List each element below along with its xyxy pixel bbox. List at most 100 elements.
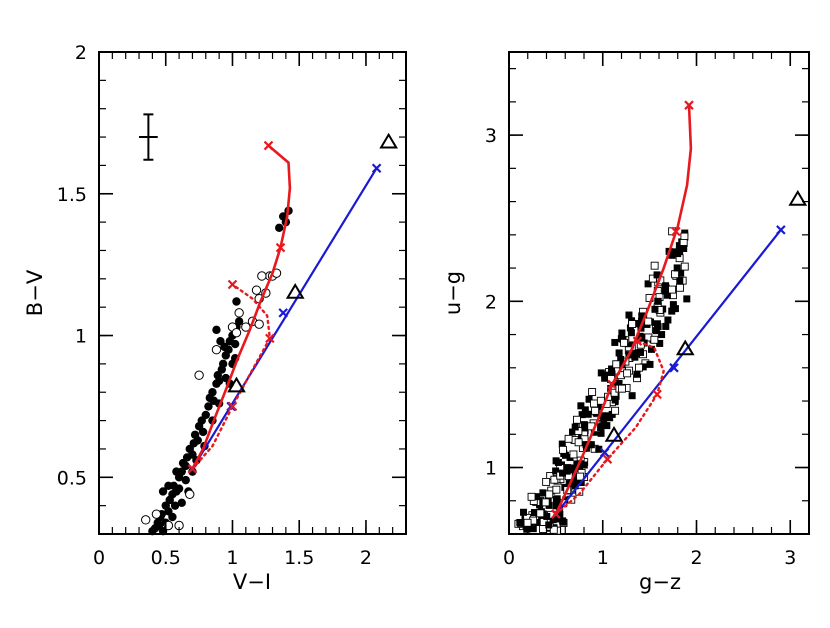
filled-square-point	[638, 317, 646, 325]
left-model-lines	[191, 144, 378, 470]
open-square-point	[541, 498, 550, 507]
filled-square-point	[669, 301, 677, 309]
filled-square-point	[559, 469, 567, 477]
filled-square-point	[559, 518, 567, 526]
open-cluster-point	[141, 515, 151, 525]
filled-square-point	[663, 291, 671, 299]
filled-square-point	[654, 297, 662, 305]
filled-square-point	[671, 305, 679, 313]
filled-square-point	[651, 305, 659, 313]
filled-square-point	[595, 445, 603, 453]
filled-square-point	[677, 269, 685, 277]
filled-square-point	[627, 329, 635, 337]
open-cluster-point	[211, 345, 222, 355]
x-tick-label: 1.5	[284, 547, 314, 569]
filled-cluster-point	[201, 410, 210, 420]
filled-cluster-point	[204, 402, 213, 411]
filled-cluster-point	[232, 297, 241, 306]
filled-cluster-point	[164, 481, 173, 490]
blue-x-marker	[776, 225, 786, 235]
filled-square-point	[638, 312, 646, 320]
open-cluster-point	[234, 308, 244, 318]
red-x-marker	[607, 379, 617, 390]
filled-cluster-point	[274, 223, 284, 232]
x-tick-label: 2	[360, 547, 372, 569]
filled-square-point	[636, 332, 644, 340]
filled-cluster-point	[230, 339, 240, 349]
filled-square-point	[683, 295, 691, 303]
filled-square-point	[569, 428, 577, 436]
filled-square-point	[563, 467, 571, 475]
open-square-point	[576, 472, 585, 481]
filled-square-point	[646, 360, 654, 368]
open-cluster-point	[231, 327, 242, 338]
filled-square-point	[652, 327, 660, 335]
filled-square-point	[534, 519, 542, 527]
left-markers	[187, 140, 382, 474]
open-square-point	[569, 450, 578, 459]
red-x-marker	[275, 242, 286, 253]
filled-square-point	[637, 348, 645, 356]
open-square-point	[590, 399, 598, 408]
filled-square-point	[625, 311, 633, 319]
filled-square-point	[656, 339, 664, 347]
filled-square-point	[576, 460, 584, 468]
blue-x-marker	[278, 308, 288, 318]
right-triangles	[604, 189, 808, 442]
open-square-point	[558, 445, 567, 454]
filled-square-point	[662, 322, 670, 330]
left-y-axis-title: B−V	[23, 269, 47, 316]
filled-cluster-point	[168, 512, 177, 522]
left-tick-labels: 0 0.5 1 1.5 2 0.5 1 1.5 2	[57, 42, 372, 569]
filled-cluster-point	[193, 436, 202, 445]
open-square-point	[552, 485, 561, 494]
open-square-point	[628, 320, 637, 328]
left-plot-frame	[98, 51, 407, 535]
triangle-marker	[227, 376, 246, 393]
left-x-axis-title: V−I	[233, 570, 271, 594]
open-square-point	[542, 477, 551, 486]
filled-square-point	[611, 338, 619, 346]
filled-cluster-point	[158, 487, 168, 496]
open-square-point	[648, 274, 657, 283]
open-square-point	[612, 360, 621, 369]
filled-square-point	[585, 395, 593, 403]
filled-square-point	[553, 498, 561, 506]
filled-square-point	[572, 478, 580, 486]
filled-square-point	[668, 251, 676, 259]
filled-square-point	[633, 320, 641, 328]
filled-square-point	[539, 489, 547, 497]
red-solid-model-line	[191, 144, 292, 470]
red-dotted-x-marker	[265, 333, 275, 344]
filled-square-point	[520, 508, 528, 516]
open-square-point	[650, 335, 659, 344]
filled-square-point	[627, 341, 635, 349]
right-markers	[551, 100, 786, 519]
blue-x-marker	[599, 447, 610, 458]
x-tick-label: 0	[93, 547, 105, 569]
filled-square-point	[516, 519, 524, 527]
filled-square-point	[647, 345, 655, 353]
red-dotted-x-marker	[652, 389, 662, 400]
filled-cluster-point	[216, 337, 225, 346]
filled-cluster-point	[170, 501, 180, 510]
open-cluster-point	[254, 319, 264, 329]
filled-square-point	[581, 406, 589, 414]
triangle-marker	[285, 283, 305, 299]
x-tick-label: 2	[690, 547, 702, 569]
filled-square-point	[554, 458, 562, 466]
filled-square-point	[599, 412, 607, 420]
open-cluster-point	[151, 509, 162, 519]
filled-square-point	[674, 250, 682, 258]
filled-square-point	[618, 329, 626, 337]
open-square-point	[550, 475, 559, 484]
filled-square-point	[597, 423, 605, 431]
filled-square-point	[597, 429, 605, 437]
filled-square-point	[658, 331, 666, 339]
blue-model-line	[191, 167, 378, 470]
filled-square-point	[571, 482, 579, 490]
left-chart-panel: 0 0.5 1 1.5 2 0.5 1 1.5 2 V−I B−V	[23, 42, 407, 594]
right-points	[514, 227, 691, 535]
filled-square-point	[662, 285, 670, 293]
x-tick-label: 3	[784, 547, 796, 569]
